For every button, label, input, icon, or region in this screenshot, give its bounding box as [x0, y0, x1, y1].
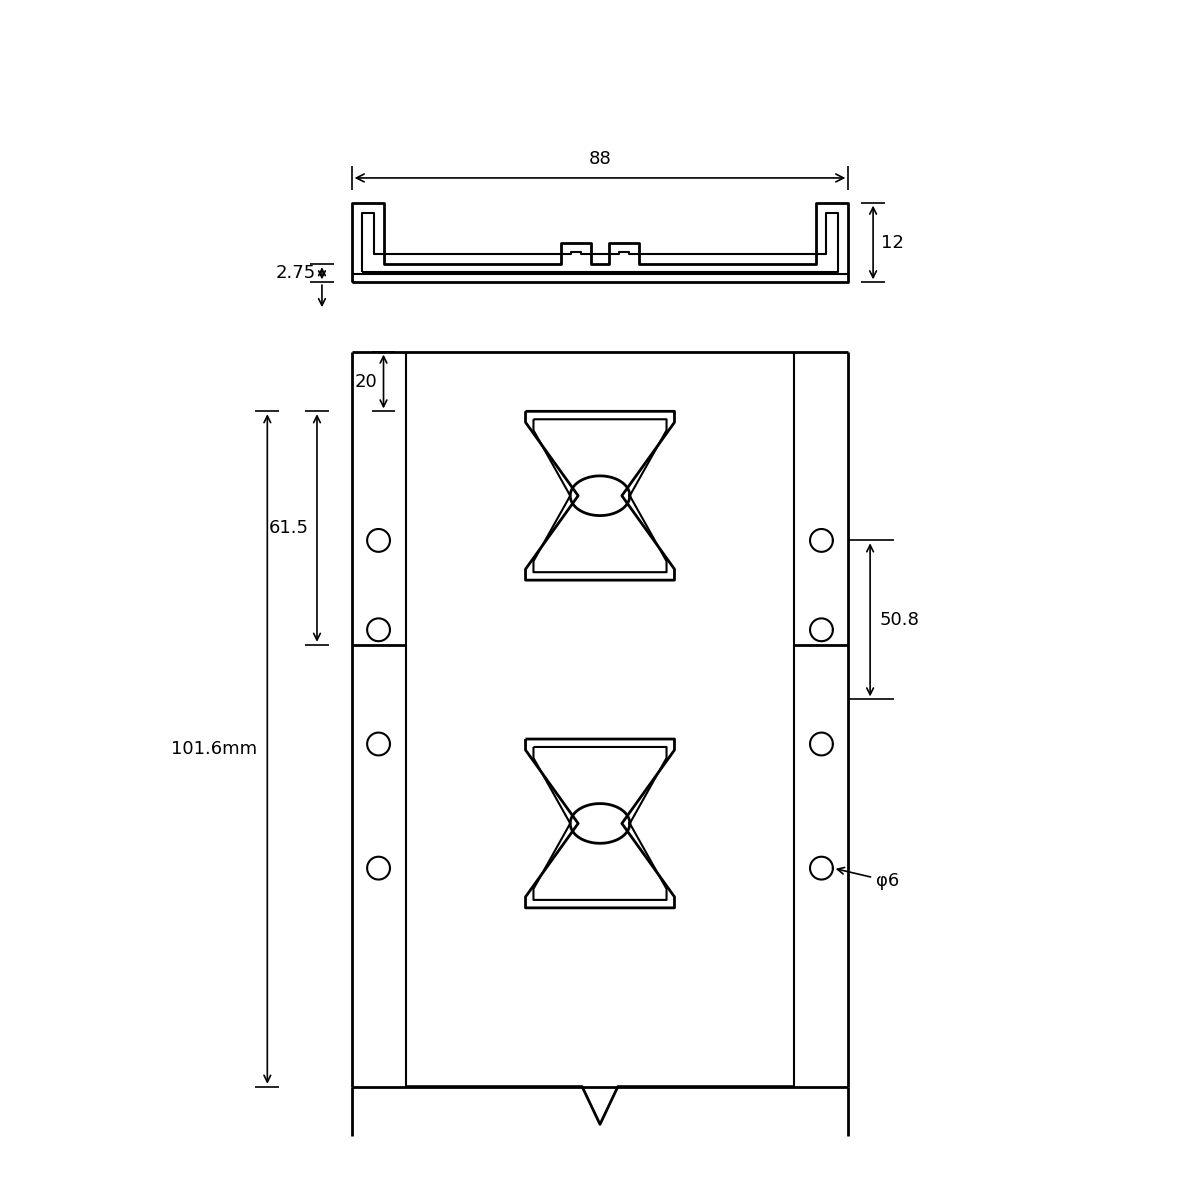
Text: φ6: φ6: [838, 868, 899, 890]
Text: 88: 88: [589, 150, 611, 168]
Text: 12: 12: [881, 234, 904, 252]
Text: 20: 20: [355, 372, 378, 390]
Text: 50.8: 50.8: [880, 611, 920, 629]
Text: 101.6mm: 101.6mm: [172, 740, 257, 758]
Text: 61.5: 61.5: [269, 520, 310, 538]
Text: 2.75: 2.75: [276, 264, 316, 282]
